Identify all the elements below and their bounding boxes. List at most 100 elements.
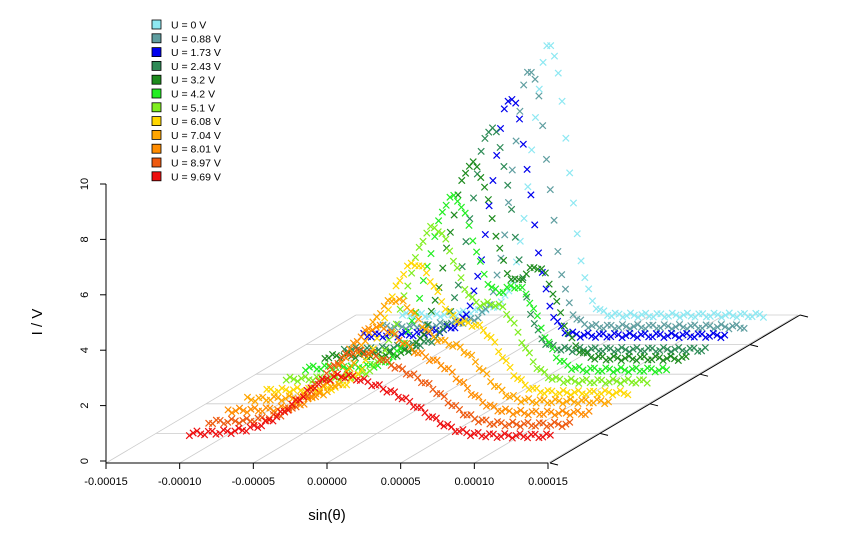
data-point [250, 421, 258, 430]
data-point [569, 328, 577, 336]
data-point [516, 107, 524, 115]
data-point [552, 373, 560, 381]
data-point [492, 128, 500, 136]
data-point [675, 343, 683, 352]
data-point [516, 237, 524, 245]
data-point [484, 280, 492, 289]
data-point [717, 320, 725, 329]
data-point [520, 409, 529, 417]
data-point [451, 324, 459, 332]
data-point [614, 331, 622, 339]
data-point [404, 327, 412, 336]
data-point [460, 317, 469, 325]
data-point [419, 262, 427, 270]
data-point [499, 303, 507, 311]
data-point [675, 320, 684, 329]
data-point [445, 247, 454, 255]
data-point [634, 320, 642, 329]
data-point [431, 296, 439, 304]
data-point [341, 374, 349, 382]
data-point [475, 393, 483, 401]
data-point [389, 353, 397, 361]
data-point [626, 309, 635, 317]
data-point [444, 420, 452, 429]
data-point [349, 339, 358, 347]
data-point [456, 343, 464, 351]
data-point [585, 407, 593, 415]
data-point [387, 361, 395, 370]
data-point [332, 352, 341, 360]
data-point [577, 257, 585, 265]
data-point [571, 377, 579, 386]
data-point [400, 270, 408, 279]
data-point [499, 256, 508, 265]
data-point [414, 315, 423, 323]
data-point [540, 389, 548, 398]
data-point [381, 346, 389, 355]
data-point [464, 291, 473, 299]
data-point [550, 418, 559, 426]
data-point [227, 415, 236, 423]
data-point [406, 322, 414, 330]
data-point [581, 274, 589, 282]
data-point [664, 332, 672, 340]
data-point [491, 338, 499, 346]
floor-gridline-depth [253, 314, 504, 464]
legend-swatch [151, 129, 162, 140]
series-6 [282, 222, 651, 388]
z-axis-label: I / V [29, 309, 46, 336]
data-point [549, 290, 557, 298]
data-point [576, 333, 584, 341]
data-point [418, 323, 426, 331]
data-point [462, 311, 470, 319]
data-point [401, 346, 409, 354]
data-point [504, 97, 512, 105]
data-point [486, 401, 494, 409]
data-point [617, 356, 625, 365]
data-point [629, 345, 637, 353]
data-point [432, 414, 440, 422]
data-point [548, 375, 556, 384]
data-point [620, 389, 628, 398]
data-point [339, 363, 348, 371]
data-point [504, 431, 513, 440]
data-point [436, 420, 444, 428]
data-point [387, 386, 395, 395]
data-point [373, 334, 381, 342]
data-point [407, 307, 415, 316]
z-tick-label: 6 [79, 292, 91, 298]
data-point [314, 380, 323, 388]
data-point [440, 422, 448, 430]
data-point [572, 342, 580, 350]
data-point [682, 352, 690, 361]
data-point [333, 370, 342, 378]
data-point [434, 228, 442, 236]
data-point [539, 58, 547, 67]
data-point [430, 282, 438, 290]
legend-label: U = 1.73 V [171, 47, 221, 59]
data-point [537, 324, 545, 332]
data-point [671, 345, 679, 354]
legend-swatch [151, 47, 162, 57]
data-point [419, 237, 427, 246]
data-point [391, 330, 399, 338]
data-point [483, 370, 491, 378]
data-point [501, 231, 509, 239]
data-point [521, 344, 530, 352]
data-point [591, 355, 599, 363]
data-point [501, 405, 510, 413]
data-point [558, 271, 566, 279]
data-point [562, 409, 570, 417]
data-point [435, 328, 443, 336]
data-point [392, 320, 401, 328]
data-point [398, 330, 406, 338]
data-point [493, 271, 501, 279]
data-point [303, 386, 311, 394]
data-point [529, 305, 538, 313]
data-point [709, 329, 717, 337]
legend-swatch [151, 74, 162, 85]
data-point [454, 281, 462, 289]
data-point [535, 85, 543, 93]
data-point [498, 407, 506, 416]
